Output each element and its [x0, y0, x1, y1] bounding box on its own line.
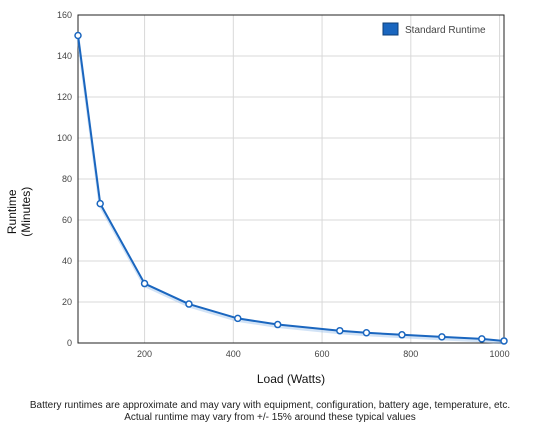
x-axis-ticks: 200 400 600 800 1000	[137, 349, 510, 359]
legend-swatch	[382, 22, 399, 36]
data-point[interactable]	[74, 31, 82, 40]
data-point[interactable]	[398, 331, 406, 339]
series-layer	[74, 31, 508, 345]
runtime-chart: 0 20 40 60 80 100 120 140 160 200 400 600 800 1000 S…	[5, 10, 510, 386]
data-point[interactable]	[273, 320, 282, 329]
footnote-line-2: Actual runtime may vary from +/- 15% aro…	[124, 412, 416, 423]
series-line-shadow	[76, 37, 505, 345]
x-tick-label: 600	[315, 349, 330, 359]
data-point[interactable]	[500, 337, 508, 345]
y-tick-label: 120	[57, 92, 72, 102]
data-point[interactable]	[96, 199, 104, 208]
y-tick-label: 0	[67, 338, 72, 348]
data-point[interactable]	[362, 329, 371, 337]
y-tick-label: 80	[62, 174, 72, 184]
x-tick-label: 200	[137, 349, 152, 359]
legend[interactable]: Standard Runtime	[382, 22, 486, 36]
data-point[interactable]	[234, 314, 242, 323]
x-axis-title: Load (Watts)	[257, 372, 325, 386]
y-tick-label: 60	[62, 215, 72, 225]
y-tick-label: 160	[57, 10, 72, 20]
data-point[interactable]	[478, 335, 486, 343]
y-axis-ticks: 0 20 40 60 80 100 120 140 160	[57, 10, 72, 348]
y-tick-label: 140	[57, 51, 72, 61]
data-point[interactable]	[336, 326, 344, 335]
footnote-line-1: Battery runtimes are approximate and may…	[29, 400, 511, 411]
data-point[interactable]	[438, 333, 446, 341]
series-line	[77, 35, 505, 342]
y-axis-title-line1: Runtime	[5, 189, 19, 234]
y-tick-label: 100	[57, 133, 72, 143]
x-tick-label: 800	[403, 349, 418, 359]
x-tick-label: 1000	[490, 349, 510, 359]
footnote: Battery runtimes are approximate and may…	[0, 400, 540, 424]
y-axis-title-line2: (Minutes)	[19, 187, 33, 237]
legend-label: Standard Runtime	[405, 25, 486, 36]
grid-lines	[78, 14, 504, 344]
plot-frame	[77, 14, 505, 344]
data-point[interactable]	[185, 300, 193, 308]
data-point[interactable]	[140, 279, 149, 288]
y-tick-label: 20	[62, 297, 72, 307]
x-tick-label: 400	[226, 349, 241, 359]
y-axis-title: Runtime (Minutes)	[5, 187, 33, 237]
y-tick-label: 40	[62, 256, 72, 266]
